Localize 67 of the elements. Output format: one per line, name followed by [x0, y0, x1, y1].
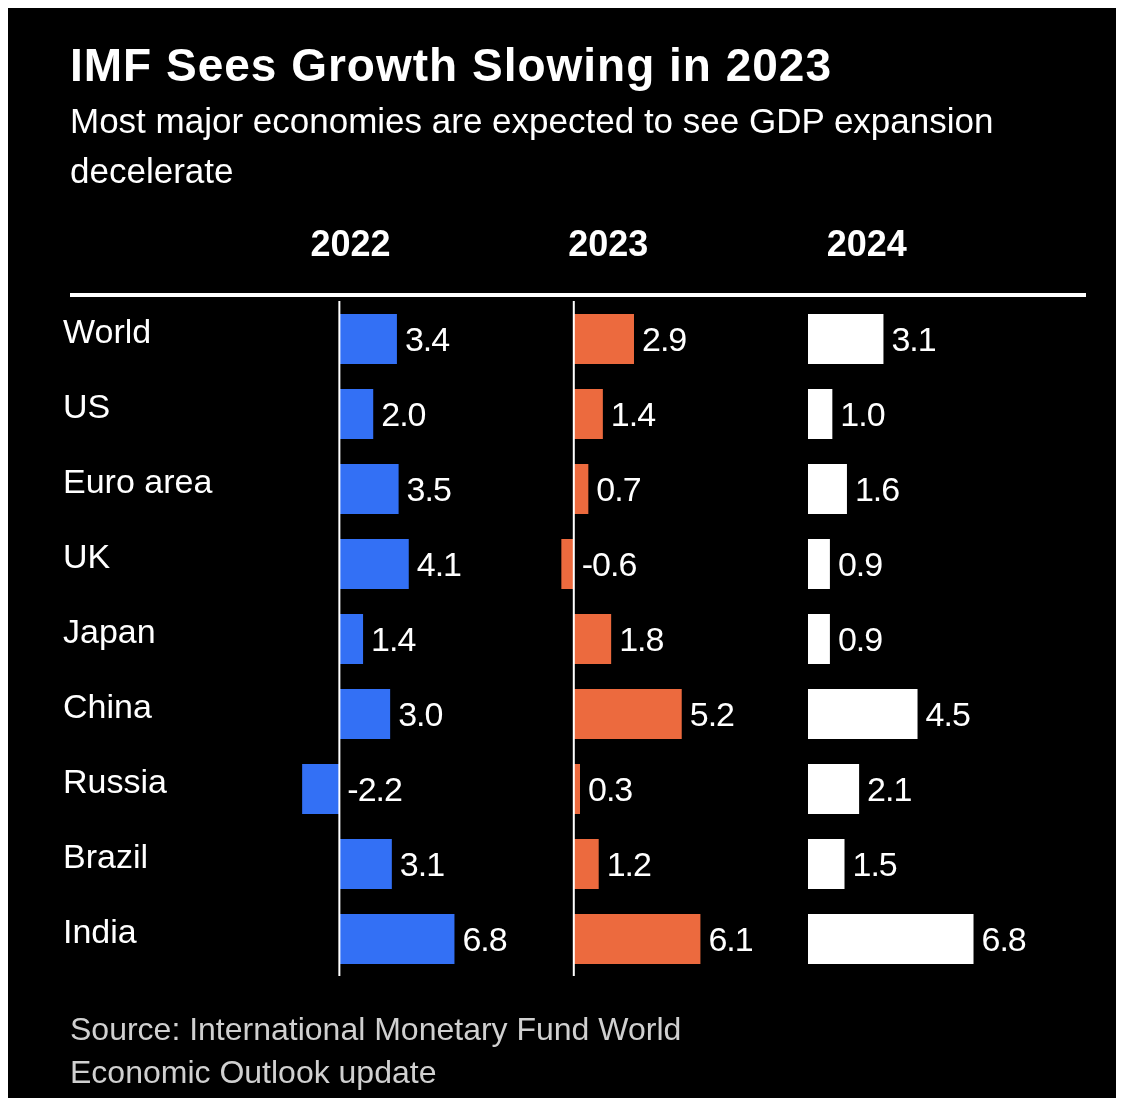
- bar: [339, 389, 374, 439]
- bar: [573, 839, 599, 889]
- data-label: 4.5: [925, 695, 970, 733]
- data-label: 6.8: [462, 920, 507, 958]
- data-label: 1.6: [854, 470, 900, 508]
- data-label: 1.2: [606, 845, 652, 883]
- bar: [573, 614, 612, 664]
- data-label: 0.9: [837, 545, 883, 583]
- bar: [573, 689, 682, 739]
- bar: [808, 689, 918, 739]
- data-label: 4.1: [416, 545, 462, 583]
- data-label: -0.6: [581, 545, 637, 583]
- y-tick-label: India: [63, 912, 137, 951]
- data-label: 0.9: [837, 620, 883, 658]
- data-label: 3.4: [404, 320, 450, 358]
- data-label: 3.0: [398, 695, 443, 733]
- y-tick-label: UK: [63, 537, 111, 576]
- y-tick-label: Brazil: [63, 837, 149, 876]
- data-label: 1.4: [610, 395, 656, 433]
- data-label: 2.1: [867, 770, 912, 808]
- chart-title: IMF Sees Growth Slowing in 2023: [70, 38, 833, 92]
- bar: [808, 539, 830, 589]
- data-label: 0.3: [588, 770, 633, 808]
- bar: [339, 464, 399, 514]
- bar: [808, 914, 974, 964]
- x-axis-title: 2024: [825, 223, 908, 265]
- data-label: 1.4: [371, 620, 416, 658]
- bar: [808, 764, 860, 814]
- data-label: 5.2: [689, 695, 735, 733]
- bar: [808, 314, 884, 364]
- data-label: 6.8: [981, 920, 1026, 958]
- data-label: -2.2: [347, 770, 403, 808]
- text: Most major economies are expected to see GDP expansion decelerate: [70, 100, 995, 192]
- x-axis-title: 2022: [309, 223, 392, 265]
- data-label: 3.1: [399, 845, 445, 883]
- data-label: 3.1: [891, 320, 936, 358]
- bar: [302, 764, 340, 814]
- y-tick-label: World: [63, 312, 152, 351]
- bar: [339, 689, 391, 739]
- bar: [573, 314, 634, 364]
- bar: [339, 914, 455, 964]
- data-label: 1.5: [852, 845, 897, 883]
- y-tick-label: Japan: [63, 612, 156, 651]
- bar: [808, 464, 847, 514]
- y-tick-label: US: [63, 387, 111, 426]
- y-tick-label: China: [63, 687, 152, 726]
- bar: [573, 389, 603, 439]
- data-label: 6.1: [708, 920, 753, 958]
- x-axis-title: 2023: [567, 223, 650, 265]
- bar: [573, 914, 701, 964]
- y-tick-label: Russia: [63, 762, 168, 801]
- bar: [808, 614, 830, 664]
- data-label: 2.0: [381, 395, 426, 433]
- data-label: 2.9: [641, 320, 687, 358]
- bar: [808, 389, 833, 439]
- data-label: 1.0: [840, 395, 885, 433]
- bar: [339, 314, 397, 364]
- data-label: 0.7: [596, 470, 641, 508]
- y-tick-label: Euro area: [63, 462, 213, 501]
- bar: [561, 539, 574, 589]
- source-note: Source: International Monetary Fund World Economic Outlook update: [70, 1010, 683, 1092]
- bar: [808, 839, 845, 889]
- data-label: 1.8: [619, 620, 664, 658]
- bar: [339, 839, 392, 889]
- bar: [339, 614, 364, 664]
- bar: [339, 539, 409, 589]
- data-label: 3.5: [406, 470, 451, 508]
